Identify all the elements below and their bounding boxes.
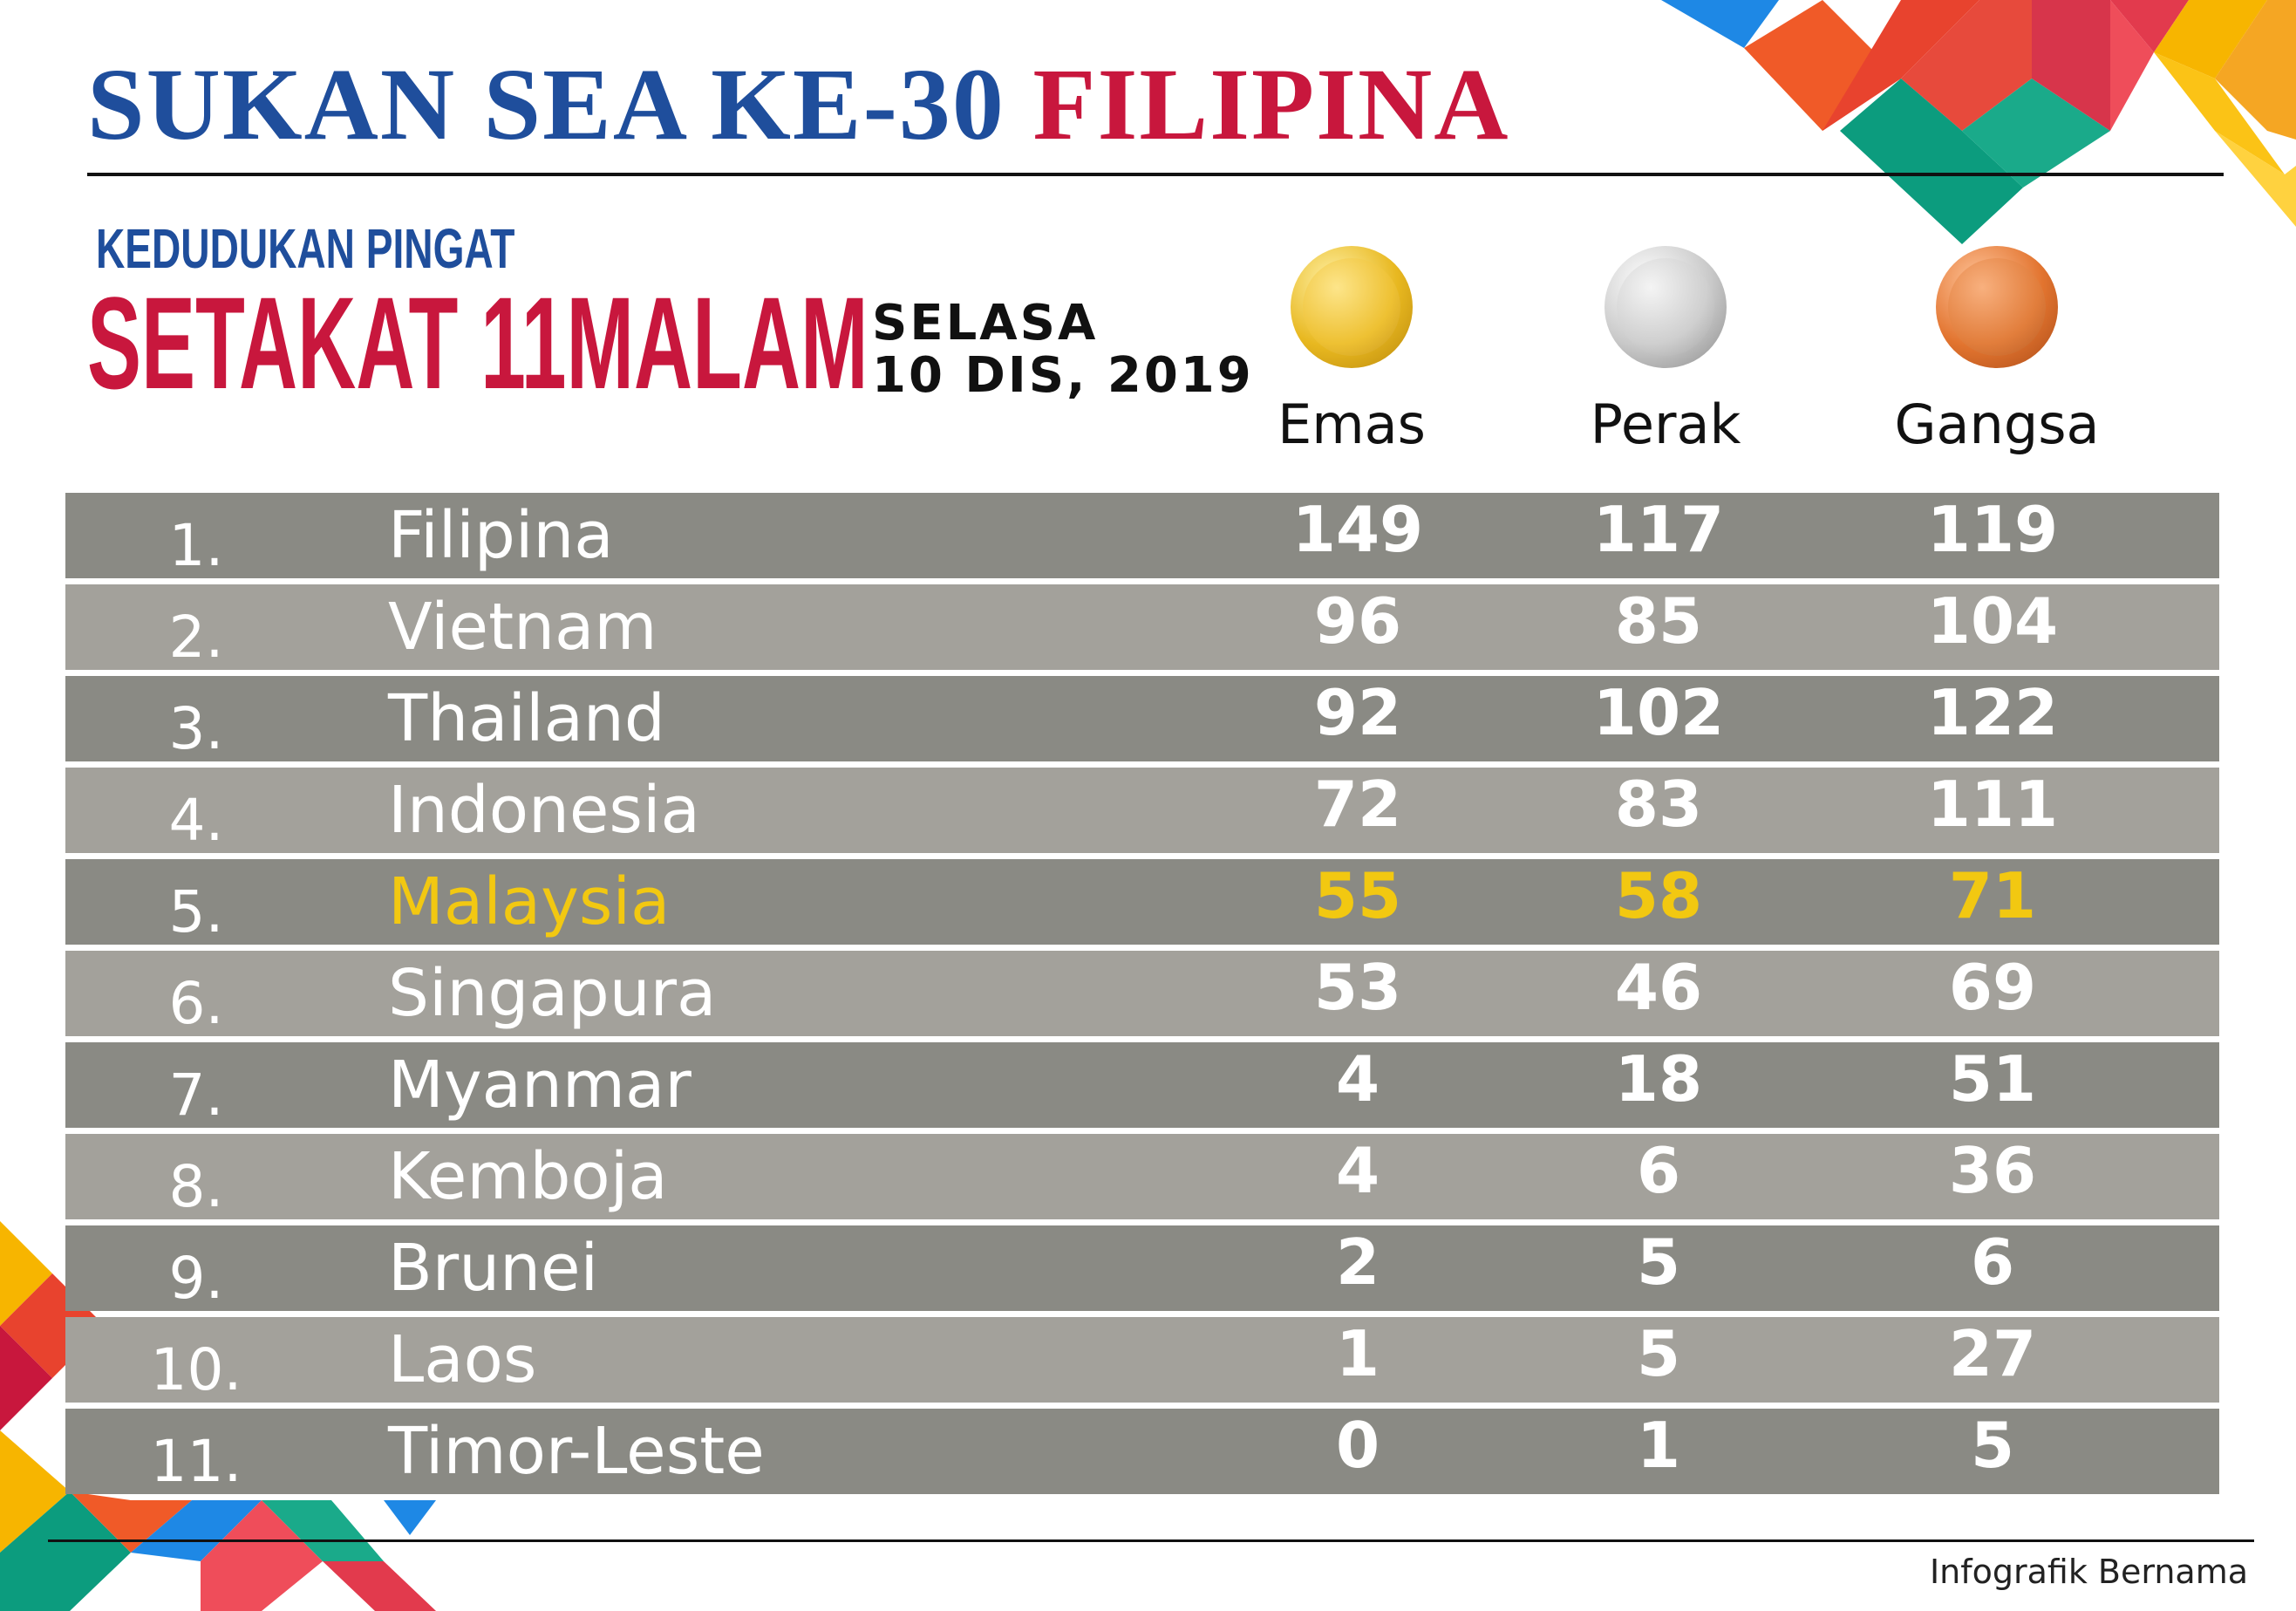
- bronze-count: 71: [1948, 859, 2037, 932]
- bronze-count: 51: [1948, 1042, 2037, 1116]
- rank-cell: 11.: [150, 1427, 242, 1495]
- subtitle-large: SETAKAT 11MALAM: [87, 270, 869, 416]
- table-row: 3. Thailand 92 102 122: [65, 676, 2219, 762]
- rank-cell: 5.: [168, 877, 224, 945]
- table-row: 5. Malaysia 55 58 71: [65, 859, 2219, 945]
- silver-medal-icon: [1604, 246, 1727, 368]
- bronze-count: 104: [1926, 584, 2059, 658]
- bronze-count: 119: [1926, 493, 2059, 566]
- bronze-count: 6: [1970, 1225, 2015, 1299]
- silver-count: 102: [1592, 676, 1725, 749]
- gold-count: 149: [1291, 493, 1424, 566]
- country-name: Timor-Leste: [388, 1414, 765, 1489]
- gold-medal-icon: [1291, 246, 1413, 368]
- bronze-medal-icon: [1936, 246, 2058, 368]
- silver-count: 85: [1614, 584, 1703, 658]
- rank-cell: 6.: [168, 969, 224, 1037]
- gold-count: 92: [1313, 676, 1402, 749]
- rank-cell: 8.: [168, 1152, 224, 1220]
- gold-label: Emas: [1277, 393, 1426, 456]
- silver-count: 117: [1592, 493, 1725, 566]
- table-row: 10. Laos 1 5 27: [65, 1317, 2219, 1403]
- table-row: 2. Vietnam 96 85 104: [65, 584, 2219, 671]
- title-host: FILIPINA: [1032, 47, 1510, 161]
- gold-count: 4: [1335, 1134, 1380, 1207]
- table-row: 8. Kemboja 4 6 36: [65, 1134, 2219, 1220]
- rank-cell: 2.: [168, 603, 224, 671]
- rank-cell: 7.: [168, 1061, 224, 1129]
- gold-count: 96: [1313, 584, 1402, 658]
- header-divider: [87, 173, 2224, 176]
- table-row: 1. Filipina 149 117 119: [65, 493, 2219, 579]
- silver-count: 1: [1636, 1409, 1681, 1482]
- rank-cell: 10.: [150, 1335, 242, 1403]
- table-row: 4. Indonesia 72 83 111: [65, 768, 2219, 854]
- country-name: Indonesia: [388, 773, 700, 848]
- silver-count: 18: [1614, 1042, 1703, 1116]
- gold-count: 72: [1313, 768, 1402, 841]
- title-event: SUKAN SEA KE-30: [87, 47, 1005, 161]
- country-name: Thailand: [388, 681, 665, 756]
- silver-count: 58: [1614, 859, 1703, 932]
- rank-cell: 4.: [168, 786, 224, 854]
- gold-count: 0: [1335, 1409, 1380, 1482]
- silver-label: Perak: [1590, 393, 1741, 456]
- gold-count: 53: [1313, 951, 1402, 1024]
- country-name: Malaysia: [388, 864, 671, 939]
- rank-cell: 9.: [168, 1244, 224, 1312]
- date-day: SELASA: [872, 295, 1099, 352]
- country-name: Myanmar: [388, 1048, 692, 1123]
- credit-text: Infografik Bernama: [1929, 1553, 2248, 1591]
- country-name: Kemboja: [388, 1139, 668, 1214]
- country-name: Vietnam: [388, 590, 657, 665]
- bronze-count: 122: [1926, 676, 2059, 749]
- bronze-count: 69: [1948, 951, 2037, 1024]
- gold-count: 55: [1313, 859, 1402, 932]
- gold-count: 2: [1335, 1225, 1380, 1299]
- silver-count: 46: [1614, 951, 1703, 1024]
- date-full: 10 DIS, 2019: [872, 347, 1254, 404]
- silver-count: 83: [1614, 768, 1703, 841]
- subtitle-small: KEDUDUKAN PINGAT: [96, 217, 515, 280]
- page-title: SUKAN SEA KE-30 FILIPINA: [87, 45, 1509, 164]
- table-row: 11. Timor-Leste 0 1 5: [65, 1409, 2219, 1495]
- silver-count: 6: [1636, 1134, 1681, 1207]
- country-name: Laos: [388, 1322, 537, 1397]
- country-name: Filipina: [388, 498, 614, 573]
- table-row: 7. Myanmar 4 18 51: [65, 1042, 2219, 1129]
- country-name: Brunei: [388, 1231, 599, 1306]
- bronze-count: 27: [1948, 1317, 2037, 1390]
- rank-cell: 1.: [168, 511, 224, 579]
- rank-cell: 3.: [168, 694, 224, 762]
- silver-count: 5: [1636, 1225, 1681, 1299]
- table-row: 9. Brunei 2 5 6: [65, 1225, 2219, 1312]
- silver-count: 5: [1636, 1317, 1681, 1390]
- bronze-count: 5: [1970, 1409, 2015, 1482]
- bronze-label: Gangsa: [1894, 393, 2100, 456]
- bronze-count: 111: [1926, 768, 2059, 841]
- medal-table: 1. Filipina 149 117 119 2. Vietnam 96 85 104 3. Tha…: [65, 493, 2219, 1500]
- country-name: Singapura: [388, 956, 717, 1031]
- footer-divider: [48, 1539, 2254, 1542]
- gold-count: 1: [1335, 1317, 1380, 1390]
- table-row: 6. Singapura 53 46 69: [65, 951, 2219, 1037]
- gold-count: 4: [1335, 1042, 1380, 1116]
- bronze-count: 36: [1948, 1134, 2037, 1207]
